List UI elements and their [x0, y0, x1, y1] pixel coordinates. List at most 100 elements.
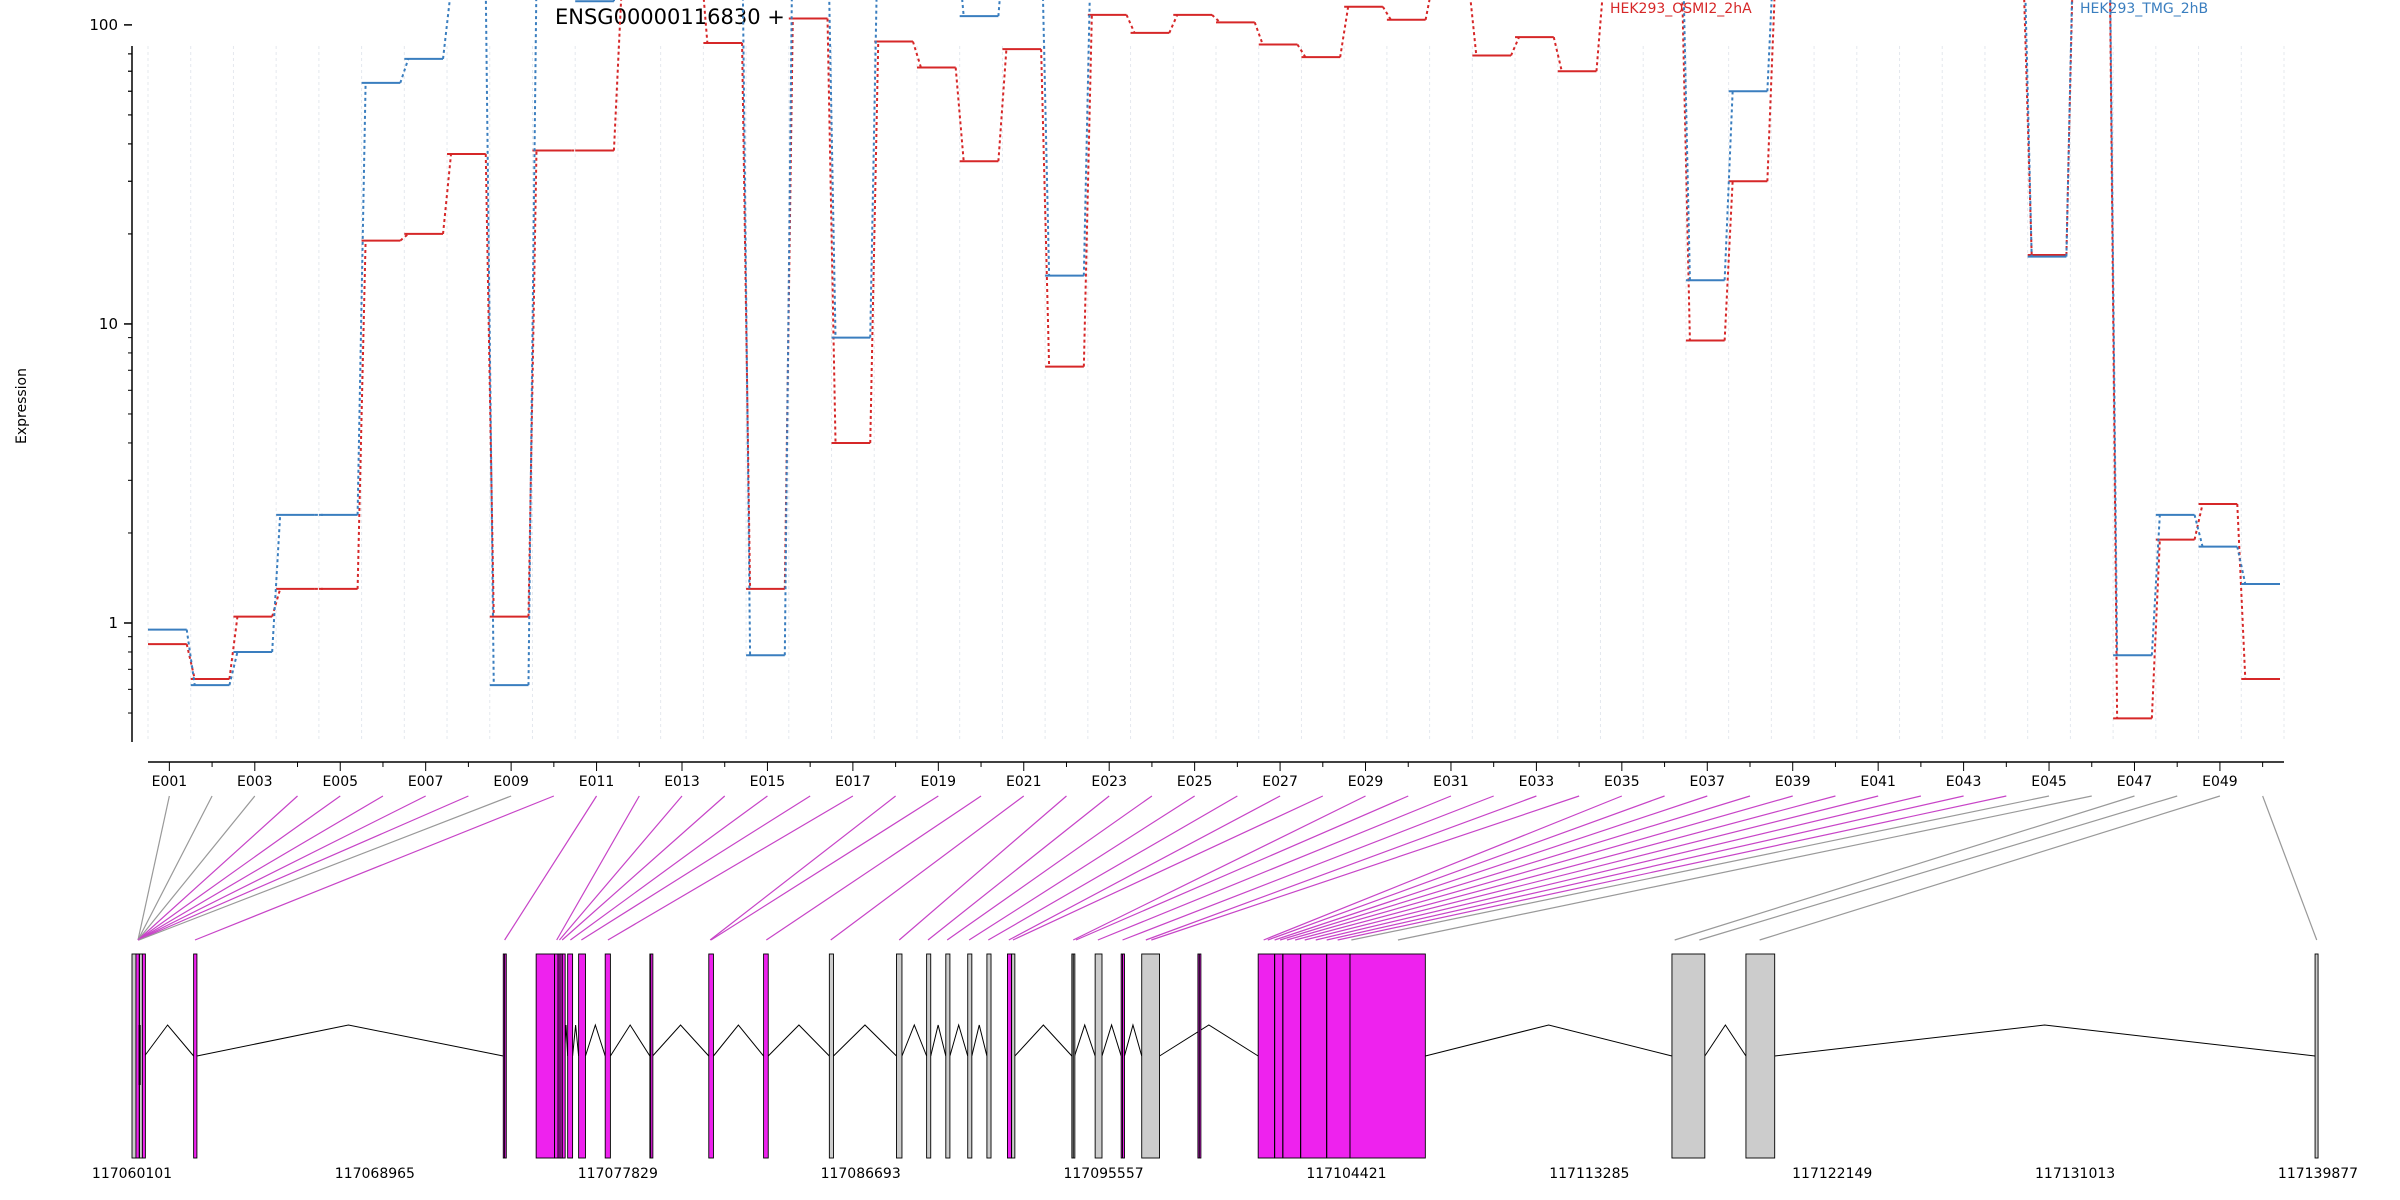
exon-tick-label: E007	[408, 774, 444, 790]
exon-connector	[1315, 795, 1922, 941]
exon-axis: E001 E003 E005 E007 E009 E011 E013 E015 E017 E019…	[148, 761, 2284, 790]
series-connector	[1339, 6, 1350, 58]
genomic-tick-label: 117086693	[821, 1166, 901, 1182]
exon-block	[1671, 953, 1706, 1159]
exon-block	[649, 953, 654, 1159]
intron	[930, 1024, 947, 1057]
series-connector	[2024, 0, 2033, 257]
genomic-tick-label: 117113285	[1549, 1166, 1629, 1182]
exon-connector	[765, 795, 982, 941]
exon-connector	[1759, 795, 2221, 941]
series-connector	[484, 0, 495, 686]
exon-block	[1326, 953, 1351, 1159]
series-connector	[783, 0, 793, 656]
series-connector	[2236, 546, 2247, 585]
series-connector	[356, 82, 367, 515]
intron	[584, 1023, 606, 1057]
exon-tick-label: E023	[1091, 774, 1127, 790]
exon-tick-label: E011	[579, 774, 615, 790]
exon-connector	[1295, 795, 1836, 941]
gene-model	[131, 953, 2319, 1159]
series-connector	[2193, 503, 2204, 540]
y-tick-label: 10	[99, 315, 118, 333]
exon-tick-label: E001	[152, 774, 188, 790]
chart-title: ENSG00000116830 +	[555, 5, 785, 29]
intron	[196, 1024, 504, 1057]
series-lines	[148, 0, 2280, 720]
exon-connector	[137, 795, 426, 941]
exon-tick-label: E015	[750, 774, 786, 790]
series-connector	[2109, 0, 2119, 656]
exon-block	[578, 953, 586, 1159]
series-connector	[356, 240, 367, 589]
series-connector	[442, 153, 453, 235]
exon-tick-label: E043	[1946, 774, 1982, 790]
exon-connector	[709, 795, 896, 941]
y-axis-label: Expression	[14, 368, 30, 444]
intron	[1425, 1024, 1673, 1057]
exon-connector	[898, 795, 1067, 941]
exon-connector	[830, 795, 1025, 941]
vertical-gridlines	[147, 46, 2285, 742]
series-connector	[1766, 0, 1773, 92]
exon-connector	[1274, 795, 1708, 941]
series-2	[148, 0, 2280, 687]
exon-tick-label: E009	[493, 774, 529, 790]
series-connector	[997, 49, 1008, 162]
series-connector	[954, 67, 965, 162]
y-tick-label: 100	[89, 16, 118, 34]
series-connector	[961, 0, 965, 17]
exon-tick-label: E035	[1604, 774, 1640, 790]
exon-connector	[137, 795, 256, 941]
exon-block	[763, 953, 769, 1159]
exon-tick-label: E013	[664, 774, 700, 790]
exon-connector	[1279, 795, 1751, 941]
exon-block	[141, 953, 146, 1159]
exon-connector	[504, 795, 598, 941]
series-connector	[1040, 49, 1051, 367]
exon-block	[1274, 953, 1284, 1159]
series-connector	[741, 42, 752, 589]
exon-tick-label: E031	[1433, 774, 1469, 790]
intron	[609, 1024, 651, 1057]
exon-connector	[1267, 795, 1665, 941]
exon-connector	[946, 795, 1153, 941]
exon-connector	[1263, 795, 1623, 941]
exon-connector	[710, 795, 939, 941]
series-connector	[2236, 503, 2247, 679]
intron	[971, 1024, 988, 1057]
exon-block	[828, 953, 834, 1159]
exon-block	[2314, 953, 2319, 1159]
exon-block	[1745, 953, 1776, 1159]
intron	[1074, 1023, 1096, 1057]
y-tick-label: 1	[108, 614, 118, 632]
genomic-tick-label: 117131013	[2035, 1166, 2115, 1182]
intron	[1014, 1024, 1073, 1057]
exon-tick-label: E039	[1775, 774, 1811, 790]
exon-block	[926, 953, 932, 1159]
intron	[1159, 1024, 1259, 1057]
exon-block	[604, 953, 611, 1159]
series-connector	[869, 41, 880, 443]
genomic-tick-label: 117139877	[2278, 1166, 2358, 1182]
exon-block	[1282, 953, 1302, 1159]
genomic-tick-label: 117104421	[1306, 1166, 1386, 1182]
intron	[949, 1023, 969, 1057]
series-connector	[1296, 43, 1307, 58]
exon-block	[1141, 953, 1160, 1159]
series-connector	[741, 0, 752, 656]
exon-block	[1094, 953, 1103, 1159]
exon-connector	[581, 795, 811, 941]
exon-connector	[927, 795, 1110, 941]
exon-tick-label: E017	[835, 774, 871, 790]
exon-connector	[987, 795, 1238, 941]
exon-tick-label: E045	[2031, 774, 2067, 790]
intron	[833, 1024, 897, 1057]
series-connector	[1042, 0, 1051, 276]
series-connector	[1253, 21, 1264, 45]
exon-connector	[561, 795, 726, 941]
exon-connector	[138, 795, 469, 941]
exon-block	[535, 953, 555, 1159]
intron	[713, 1024, 764, 1057]
exon-block	[554, 953, 559, 1159]
